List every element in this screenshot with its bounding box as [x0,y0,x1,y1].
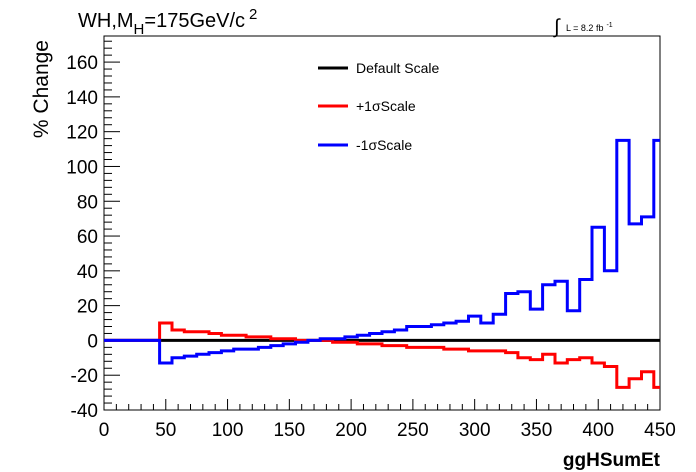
lumi-main: L = 8.2 fb [566,23,603,33]
y-tick-label: 140 [66,88,98,109]
y-tick-label: -20 [71,366,98,387]
chart-title: WH,MH=175GeV/c 2 [78,6,257,38]
y-axis-label: % Change [30,40,53,138]
y-tick-label: 100 [66,157,98,178]
y-tick-label: 160 [66,53,98,74]
y-tick-label: 60 [77,227,98,248]
chart-title-sub: H [134,21,145,38]
legend-label-plus-sigma: +1σScale [356,98,416,114]
x-tick-label: 450 [644,420,676,441]
x-tick-label: 0 [99,420,110,441]
x-tick-label: 100 [212,420,244,441]
y-tick-label: 80 [77,192,98,213]
legend: Default Scale +1σScale -1σScale [318,60,439,153]
plot-frame [103,35,661,411]
x-tick-label: 150 [273,420,305,441]
y-tick-label: 120 [66,123,98,144]
chart-title-sup: 2 [249,6,257,23]
x-tick-label: 400 [582,420,614,441]
legend-label-minus-sigma: -1σScale [356,137,412,153]
x-tick-label: 350 [521,420,553,441]
chart-title-main: WH,M [78,10,134,32]
y-tick-label: 20 [77,297,98,318]
lumi-label: L = 8.2 fb -1 [566,22,613,33]
y-tick-label: 0 [87,331,98,352]
series-layer [104,138,660,389]
x-tick-label: 50 [155,420,176,441]
x-axis-label: ggHSumEt [563,450,661,471]
lumi-sup: -1 [606,22,612,29]
integral-sign: ∫ [553,16,561,38]
series-line-1 [104,321,660,389]
x-tick-label: 250 [397,420,429,441]
x-tick-label: 300 [459,420,491,441]
legend-label-default-scale: Default Scale [356,60,439,76]
chart-title-rest: =175GeV/c [144,10,245,32]
axis-ticks [103,40,661,411]
y-tick-label: -40 [71,401,98,422]
axis-tick-labels: 0 50 100 150 200 250 300 350 400 450 -40 -20 0 20 40 60… [66,53,676,441]
y-tick-label: 40 [77,262,98,283]
series-line-2 [104,138,660,365]
x-tick-label: 200 [335,420,367,441]
